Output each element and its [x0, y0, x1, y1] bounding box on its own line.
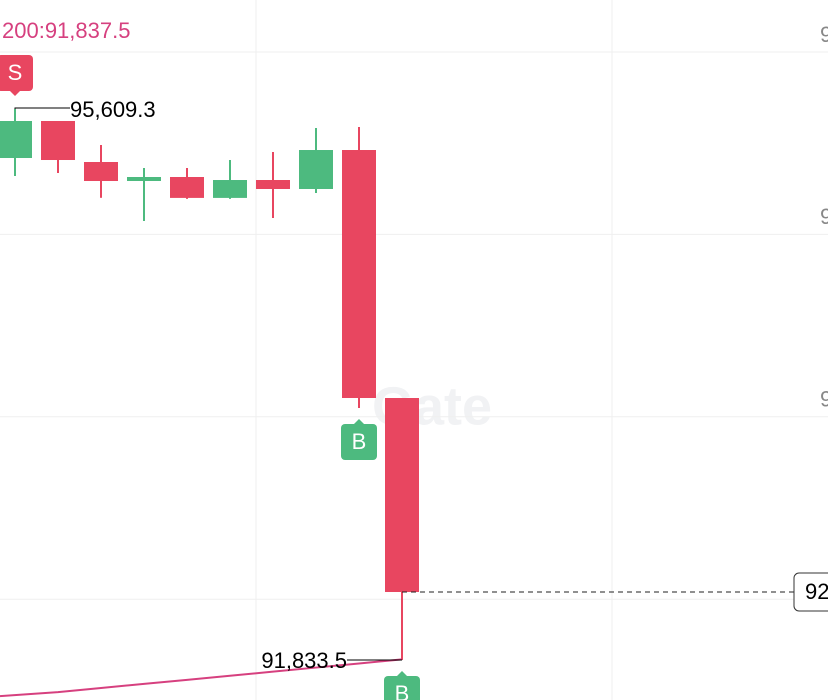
last-price-label: 92	[805, 579, 828, 604]
marker-pointer	[354, 419, 364, 425]
marker-badge	[341, 424, 377, 461]
candle-body	[385, 398, 419, 593]
candle-body	[127, 177, 161, 182]
last-price-box	[793, 572, 828, 612]
marker-label: B	[352, 429, 367, 454]
marker-label: B	[395, 681, 410, 700]
candle-body	[41, 120, 75, 161]
marker-pointer	[397, 670, 407, 676]
marker-label: S	[8, 60, 23, 85]
candle-body	[84, 162, 118, 182]
max-pointer	[14, 107, 70, 110]
max-label: 95,609.3	[70, 97, 156, 122]
candle-body	[170, 177, 204, 198]
candle-body	[256, 180, 290, 189]
marker-badge	[0, 55, 33, 92]
ma-label: 200:91,837.5	[2, 18, 130, 43]
ma-line	[0, 658, 403, 698]
candle-body	[299, 150, 333, 189]
marker-badge	[384, 675, 420, 700]
y-tick-label: 9	[820, 387, 828, 412]
marker-pointer	[10, 91, 20, 97]
y-tick-label: 9	[820, 22, 828, 47]
candle-body	[0, 120, 32, 159]
candle-body	[213, 180, 247, 198]
y-tick-label: 9	[820, 204, 828, 229]
min-label: 91,833.5	[261, 648, 347, 673]
candle-body	[342, 150, 376, 399]
